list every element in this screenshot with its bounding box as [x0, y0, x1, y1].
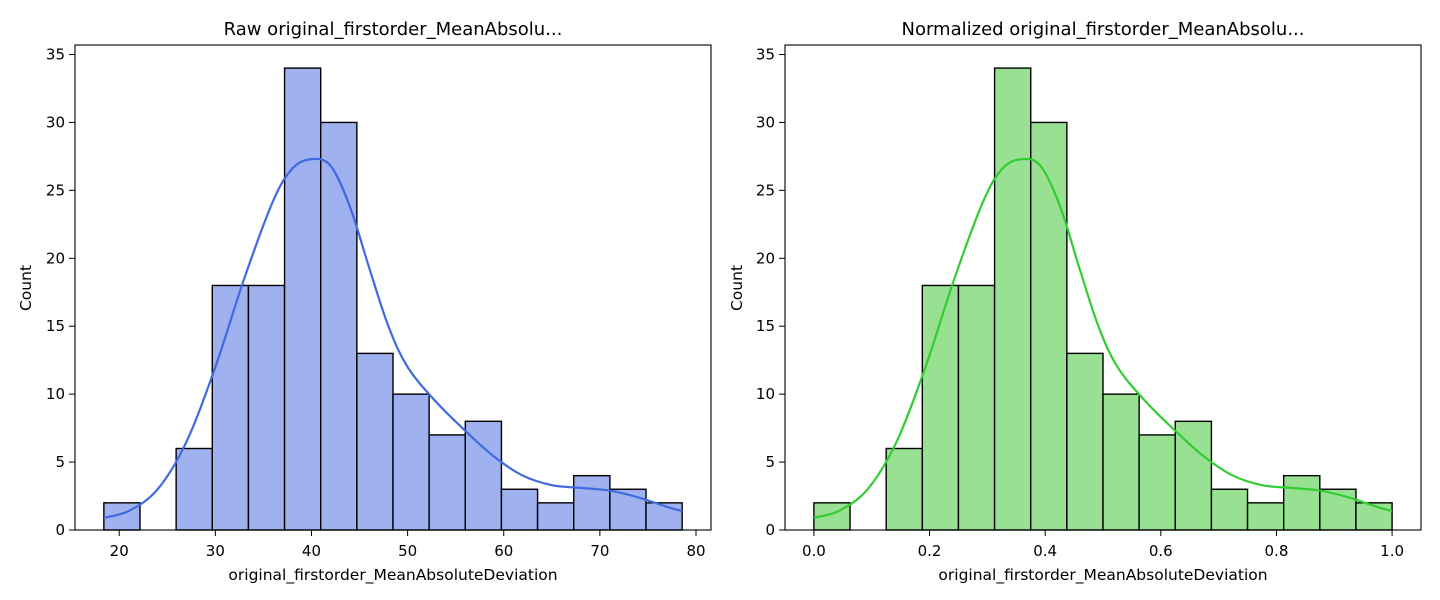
histogram-bar [573, 474, 611, 531]
x-tick-label: 40 [302, 542, 321, 560]
histogram-bar [283, 67, 322, 531]
x-tick-label: 50 [398, 542, 417, 560]
x-tick-label: 30 [206, 542, 225, 560]
y-axis-label: Count [728, 265, 746, 311]
histogram-bar [921, 284, 960, 531]
histogram-bar [957, 284, 996, 531]
y-tick-label: 5 [55, 453, 65, 471]
histogram-bar [536, 502, 575, 531]
y-tick-label: 30 [756, 113, 775, 131]
plot-frame [74, 44, 712, 531]
y-tick-label: 0 [55, 521, 65, 539]
y-tick-label: 30 [46, 113, 65, 131]
histogram-bar [1210, 488, 1249, 531]
y-axis-label: Count [17, 265, 35, 311]
chart-title: Normalized original_firstorder_MeanAbsol… [902, 19, 1305, 40]
histogram-bar [1282, 474, 1321, 531]
y-tick-label: 20 [46, 249, 65, 267]
x-axis-label: original_firstorder_MeanAbsoluteDeviatio… [938, 566, 1267, 585]
histogram-bar [211, 284, 250, 531]
kde-curve [103, 157, 683, 519]
x-tick-label: 1.0 [1380, 542, 1404, 560]
y-tick-label: 35 [756, 46, 775, 64]
chart-title: Raw original_firstorder_MeanAbsolu... [224, 19, 563, 40]
histogram-bar [1246, 502, 1285, 531]
histogram-bar [428, 434, 466, 531]
histogram-bar [464, 420, 503, 531]
histogram-bar [500, 488, 539, 531]
x-tick-label: 0.2 [918, 542, 942, 560]
kde-curve [813, 157, 1393, 519]
histogram-bar [1355, 502, 1393, 531]
plot-frame [784, 44, 1422, 531]
x-tick-label: 20 [110, 542, 129, 560]
y-tick-label: 0 [765, 521, 775, 539]
x-tick-label: 0.8 [1265, 542, 1289, 560]
histogram-bar [175, 447, 213, 531]
y-tick-label: 25 [756, 181, 775, 199]
normalized-histogram-panel: Normalized original_firstorder_MeanAbsol… [728, 19, 1422, 585]
y-tick-label: 20 [756, 249, 775, 267]
x-tick-label: 0.4 [1033, 542, 1057, 560]
x-tick-label: 80 [686, 542, 705, 560]
histogram-bar [356, 352, 394, 531]
raw-histogram-panel: Raw original_firstorder_MeanAbsolu... 20… [17, 19, 712, 585]
histogram-bar [1066, 352, 1104, 531]
y-tick-label: 15 [46, 317, 65, 335]
y-tick-label: 10 [756, 385, 775, 403]
histogram-bar [1102, 393, 1140, 531]
histogram-bar [1030, 121, 1068, 531]
x-tick-label: 0.6 [1149, 542, 1173, 560]
histogram-bar [885, 447, 924, 531]
y-tick-label: 5 [765, 453, 775, 471]
x-axis-label: original_firstorder_MeanAbsoluteDeviatio… [228, 566, 557, 585]
y-tick-label: 35 [46, 46, 65, 64]
y-tick-label: 15 [756, 317, 775, 335]
histogram-bars [103, 67, 683, 531]
histogram-bar [1174, 420, 1213, 531]
histogram-bar [993, 67, 1032, 531]
y-axis-ticks: 0 5 10 15 20 25 30 35 [46, 46, 75, 539]
histogram-bar [247, 284, 286, 531]
x-tick-label: 60 [494, 542, 513, 560]
histogram-bar [320, 121, 358, 531]
y-tick-label: 25 [46, 181, 65, 199]
x-axis-ticks: 20 30 40 50 60 70 80 [110, 530, 706, 560]
histogram-bar [645, 502, 683, 531]
y-axis-ticks: 0 5 10 15 20 25 30 35 [756, 46, 785, 539]
x-axis-ticks: 0.0 0.2 0.4 0.6 0.8 1.0 [802, 530, 1404, 560]
histogram-bar [1138, 434, 1176, 531]
histogram-bars [813, 67, 1393, 531]
y-tick-label: 10 [46, 385, 65, 403]
x-tick-label: 70 [590, 542, 609, 560]
histogram-bar [392, 393, 430, 531]
x-tick-label: 0.0 [802, 542, 826, 560]
